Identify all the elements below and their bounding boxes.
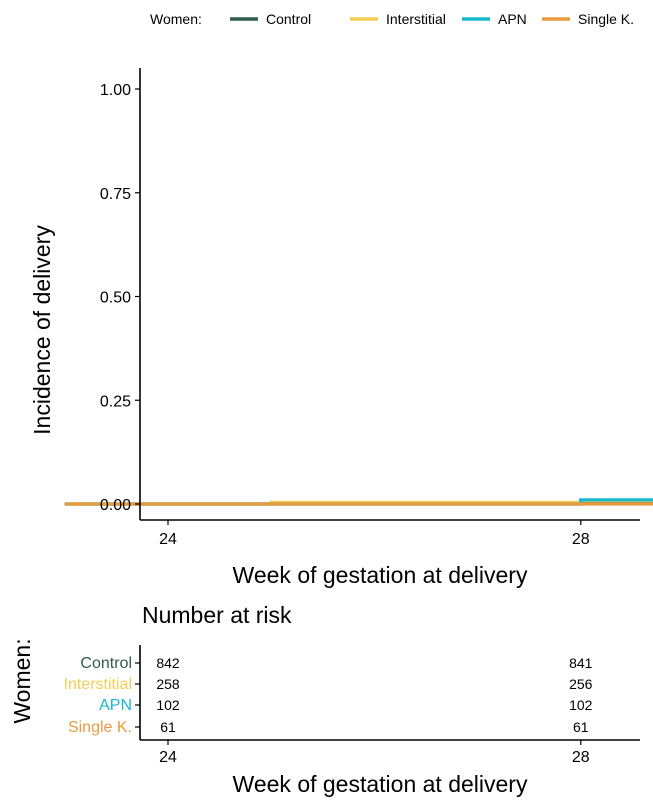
risk-table-rows: Control842841837809352Interstitial258256… [64, 655, 593, 736]
y-tick-label: 1.00 [100, 82, 131, 99]
risk-cell: 256 [569, 676, 593, 692]
risk-cell: 842 [156, 655, 180, 671]
risk-x-tick-label: 24 [159, 749, 177, 766]
risk-row-label: Interstitial [64, 676, 132, 693]
series-layer [64, 498, 653, 506]
x-axis: 2428323640 [140, 519, 640, 548]
risk-cell: 61 [573, 719, 589, 735]
x-tick-label: 24 [159, 531, 177, 548]
risk-table-x-axis: 2428323640 [139, 645, 640, 766]
risk-row-label: APN [99, 697, 132, 714]
risk-table-x-title: Week of gestation at delivery [233, 771, 528, 797]
risk-row-label: Control [80, 655, 132, 672]
y-tick-label: 0.50 [100, 290, 131, 307]
risk-row-label: Single K. [68, 719, 132, 736]
legend-title: Women: [150, 11, 202, 27]
series-line-apn [64, 498, 653, 506]
series-line-single-k [64, 502, 653, 506]
legend-label-2: APN [498, 11, 527, 27]
y-axis-title: Incidence of delivery [29, 225, 55, 435]
legend-label-0: Control [266, 11, 311, 27]
risk-cell: 102 [156, 697, 180, 713]
y-axis: 0.00 0.25 0.50 0.75 1.00 [100, 68, 141, 520]
risk-cell: 258 [156, 676, 180, 692]
series-line-interstitial [64, 499, 653, 506]
y-tick-label: 0.00 [100, 497, 131, 514]
plot-area: 0.000.250.500.751.00 2428323640 Incidenc… [29, 68, 653, 588]
legend: Women: Control Interstitial APN Single K. [150, 11, 634, 27]
series-line-control [64, 501, 653, 506]
y-tick-label: 0.25 [100, 393, 131, 410]
y-tick-label: 0.75 [100, 186, 131, 203]
legend-label-1: Interstitial [386, 11, 446, 27]
risk-cell: 61 [160, 719, 176, 735]
risk-table-title: Number at risk [142, 602, 292, 628]
risk-cell: 102 [569, 697, 593, 713]
legend-label-3: Single K. [578, 11, 634, 27]
risk-table-y-title: Women: [9, 638, 35, 723]
risk-x-tick-label: 28 [572, 749, 590, 766]
risk-table: Number at risk Women: Control84284183780… [9, 602, 640, 797]
x-tick-label: 28 [572, 531, 590, 548]
risk-cell: 841 [569, 655, 593, 671]
x-axis-title: Week of gestation at delivery [233, 562, 528, 588]
